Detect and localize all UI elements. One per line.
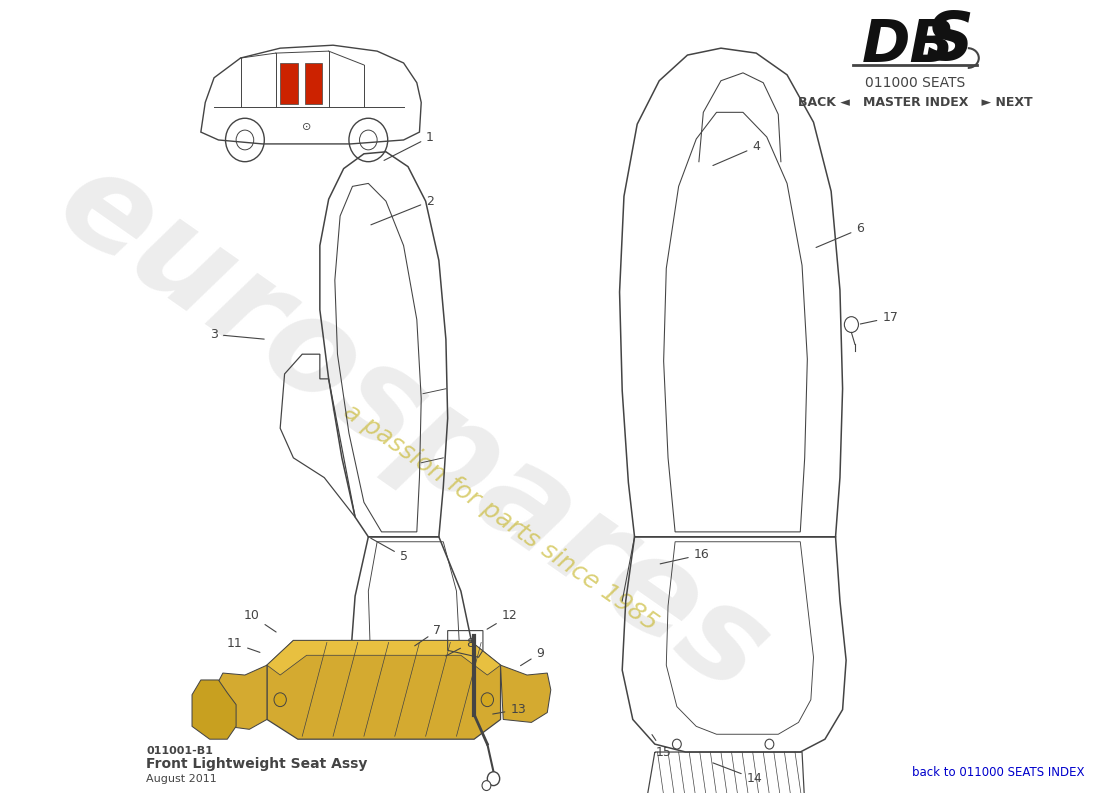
Circle shape	[487, 772, 499, 786]
Polygon shape	[214, 665, 267, 730]
Polygon shape	[267, 641, 500, 739]
Text: BACK ◄   MASTER INDEX   ► NEXT: BACK ◄ MASTER INDEX ► NEXT	[798, 96, 1032, 109]
Text: DB: DB	[862, 17, 955, 74]
Polygon shape	[305, 63, 322, 105]
Text: 8: 8	[446, 637, 474, 656]
Text: 11: 11	[227, 637, 260, 652]
Text: a passion for parts since 1985: a passion for parts since 1985	[339, 399, 662, 635]
Text: 011000 SEATS: 011000 SEATS	[865, 76, 965, 90]
Text: 10: 10	[244, 610, 276, 632]
Text: 4: 4	[713, 140, 760, 166]
Text: 9: 9	[520, 647, 544, 666]
Text: back to 011000 SEATS INDEX: back to 011000 SEATS INDEX	[912, 766, 1085, 778]
Text: Front Lightweight Seat Assy: Front Lightweight Seat Assy	[146, 757, 367, 771]
Polygon shape	[192, 680, 236, 739]
Polygon shape	[267, 641, 500, 675]
Polygon shape	[500, 665, 551, 722]
Polygon shape	[280, 63, 298, 105]
Text: 1: 1	[384, 130, 434, 161]
Text: 16: 16	[660, 548, 710, 564]
Text: 15: 15	[652, 734, 672, 758]
Text: 6: 6	[816, 222, 865, 247]
Text: ⊙: ⊙	[301, 122, 311, 132]
Circle shape	[274, 693, 286, 706]
Text: August 2011: August 2011	[146, 774, 217, 784]
Text: 2: 2	[371, 194, 435, 225]
Circle shape	[481, 693, 494, 706]
Circle shape	[482, 781, 491, 790]
Text: 5: 5	[371, 538, 408, 563]
Text: 13: 13	[493, 703, 526, 716]
Text: 7: 7	[415, 624, 441, 646]
Text: 12: 12	[487, 610, 517, 629]
Text: 3: 3	[210, 328, 264, 341]
Text: eurospares: eurospares	[34, 137, 791, 720]
Text: 011001-B1: 011001-B1	[146, 746, 213, 756]
Text: S: S	[926, 8, 975, 74]
Text: 14: 14	[713, 763, 762, 785]
Text: 17: 17	[860, 311, 898, 324]
